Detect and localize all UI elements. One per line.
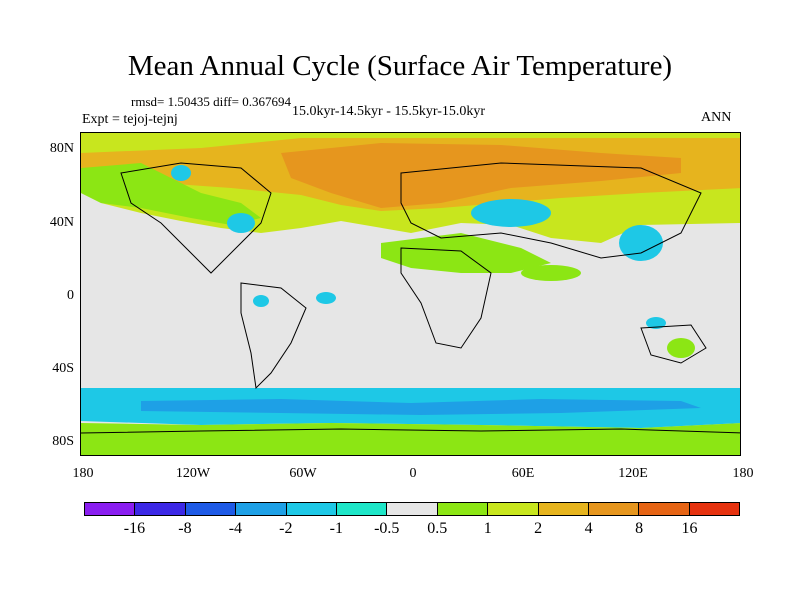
colorbar-swatch	[639, 503, 690, 515]
southern-cool-band	[141, 399, 701, 415]
south-america-coast	[240, 282, 307, 390]
colorbar-swatch	[488, 503, 539, 515]
period-label: 15.0kyr-14.5kyr - 15.5kyr-15.0kyr	[292, 104, 486, 119]
experiment-label: Expt = tejoj-tejnj	[82, 112, 178, 127]
colorbar-swatch	[336, 503, 388, 515]
colorbar-label: -0.5	[374, 520, 400, 537]
lon-label-60w: 60W	[289, 466, 317, 481]
africa-coast	[400, 247, 492, 349]
north-america-coast	[120, 162, 272, 274]
colorbar-label: 4	[584, 520, 593, 537]
japan-cool-patch	[619, 225, 663, 261]
temperature-anomaly-map	[81, 133, 740, 455]
antarctica-coast	[81, 428, 740, 434]
lat-label-0: 0	[67, 288, 74, 303]
colorbar-swatch	[236, 503, 287, 515]
colorbar-label: -2	[279, 520, 293, 537]
australia-coast	[640, 324, 707, 364]
stats-text: rmsd= 1.50435 diff= 0.367694	[131, 94, 291, 109]
colorbar-label: 1	[483, 520, 492, 537]
colorbar-label: 8	[635, 520, 644, 537]
map-panel	[80, 132, 741, 456]
colorbar-label: -16	[123, 520, 146, 537]
season-label: ANN	[701, 110, 732, 125]
atlantic-cool-patch	[227, 213, 255, 233]
colorbar-label: -4	[228, 520, 243, 537]
colorbar-swatch	[387, 503, 438, 515]
africa-green-patch	[521, 265, 581, 281]
north-warm-strong	[281, 143, 681, 208]
colorbar	[84, 502, 740, 516]
eurasia-green-patch	[381, 233, 551, 273]
tropic-cyan-2	[316, 292, 336, 304]
lat-label-40n: 40N	[49, 215, 74, 230]
lon-label-0: 0	[409, 466, 417, 481]
coastlines	[81, 162, 740, 434]
colorbar-label: 0.5	[427, 520, 448, 537]
colorbar-swatch	[437, 503, 489, 515]
colorbar-swatch	[689, 503, 740, 515]
colorbar-label: -8	[178, 520, 192, 537]
east-asia-cool-patch	[471, 199, 551, 227]
lon-label-120w: 120W	[175, 466, 211, 481]
tropic-cyan-3	[646, 317, 666, 329]
lon-label-180e: 180	[732, 466, 754, 481]
lon-label-120e: 120E	[618, 466, 648, 481]
eurasia-coast	[400, 162, 702, 259]
colorbar-label: 2	[534, 520, 543, 537]
colorbar-label: -1	[329, 520, 343, 537]
colorbar-swatch	[135, 503, 186, 515]
australia-green	[667, 338, 695, 358]
colorbar-swatch	[286, 503, 337, 515]
northwest-green	[81, 163, 261, 225]
lat-label-80n: 80N	[49, 141, 74, 156]
colorbar-swatch	[538, 503, 589, 515]
colorbar-swatch	[85, 503, 136, 515]
lat-label-40s: 40S	[52, 361, 74, 376]
chart-title: Mean Annual Cycle (Surface Air Temperatu…	[127, 50, 673, 82]
colorbar-label: 16	[681, 520, 698, 537]
lat-label-80s: 80S	[52, 434, 74, 449]
tropic-cyan-1	[253, 295, 269, 307]
north-pacific-patch	[171, 165, 191, 181]
colorbar-swatch	[185, 503, 237, 515]
colorbar-swatch	[588, 503, 640, 515]
antarctic-green	[81, 423, 740, 455]
lon-label-180w: 180	[72, 466, 94, 481]
lon-label-60e: 60E	[511, 466, 535, 481]
